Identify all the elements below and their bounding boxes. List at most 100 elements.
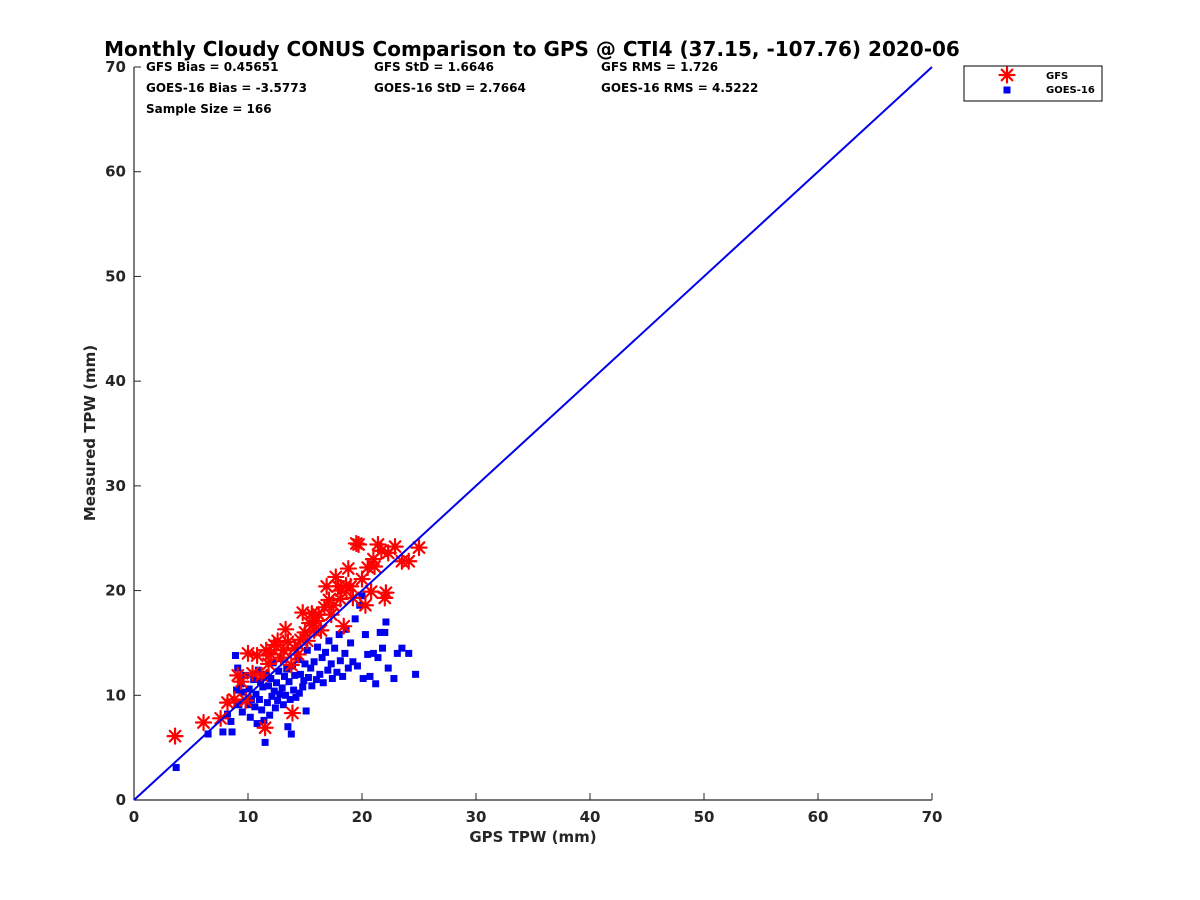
goes-16-point xyxy=(227,717,235,725)
goes-16-point xyxy=(318,654,326,662)
gfs-point xyxy=(410,539,428,557)
goes-16-point xyxy=(304,673,312,681)
goes-16-point xyxy=(322,648,330,656)
goes-16-point xyxy=(260,716,268,724)
goes-16-point xyxy=(359,675,367,683)
goes-16-point xyxy=(405,649,413,657)
goes-16-point xyxy=(393,649,401,657)
legend-goes-label: GOES-16 xyxy=(1046,85,1095,96)
goes-16-point xyxy=(275,667,283,675)
goes-16-point xyxy=(265,682,273,690)
goes-16-point xyxy=(172,764,180,772)
goes-16-point xyxy=(341,649,349,657)
goes-16-point xyxy=(276,690,284,698)
goes-16-point xyxy=(219,728,227,736)
goes-16-point xyxy=(254,666,262,674)
gfs-point xyxy=(356,596,375,614)
goes-16-point xyxy=(271,704,279,712)
goes-16-point xyxy=(291,671,299,679)
goes-16-point xyxy=(349,658,357,666)
goes-16-point xyxy=(372,680,380,688)
goes-16-point xyxy=(324,666,332,674)
goes-16-point xyxy=(204,730,212,738)
gfs-rms-stat: GFS RMS = 1.726 xyxy=(601,60,718,74)
gfs-point xyxy=(335,617,353,635)
goes-16-point xyxy=(339,672,347,680)
y-tick-label: 10 xyxy=(105,686,126,704)
goes-16-point xyxy=(228,728,236,736)
gfs-point xyxy=(400,552,418,570)
goes-16-point xyxy=(299,683,307,691)
goes-16-point xyxy=(274,697,282,705)
goes-16-point xyxy=(251,703,259,711)
goes-16-point xyxy=(300,677,308,685)
legend: GFS GOES-16 xyxy=(963,65,1103,102)
chart-title: Monthly Cloudy CONUS Comparison to GPS @… xyxy=(104,37,960,61)
legend-gfs-marker xyxy=(998,66,1016,84)
goes-std-stat: GOES-16 StD = 2.7664 xyxy=(374,81,526,95)
goes-16-point xyxy=(398,644,406,652)
gfs-point xyxy=(253,666,271,684)
goes-16-point xyxy=(351,615,359,623)
y-tick-label: 40 xyxy=(105,372,126,390)
sample-size-stat: Sample Size = 166 xyxy=(146,102,272,116)
goes-16-point xyxy=(301,660,309,668)
goes-bias-stat: GOES-16 Bias = -3.5773 xyxy=(146,81,307,95)
goes-16-point xyxy=(325,637,333,645)
gfs-bias-stat: GFS Bias = 0.45651 xyxy=(146,60,278,74)
goes-16-point xyxy=(353,662,361,670)
goes-16-point xyxy=(361,631,369,639)
legend-goes-marker xyxy=(1003,86,1011,94)
gfs-point xyxy=(353,570,371,588)
y-tick-label: 0 xyxy=(116,791,126,809)
goes-16-point xyxy=(328,675,336,683)
goes-16-point xyxy=(336,657,344,665)
x-tick-label: 0 xyxy=(129,808,139,826)
goes-16-point xyxy=(412,670,420,678)
goes-16-point xyxy=(258,706,266,714)
goes-16-point xyxy=(261,738,269,746)
gfs-point xyxy=(365,557,384,576)
goes-16-point xyxy=(257,678,265,686)
gfs-point xyxy=(237,691,255,710)
goes-16-point xyxy=(303,646,311,654)
x-tick-label: 50 xyxy=(694,808,715,826)
goes-16-point xyxy=(390,675,398,683)
goes-16-point xyxy=(287,730,295,738)
goes-16-point xyxy=(347,639,355,647)
goes-16-point xyxy=(285,678,293,686)
x-tick-label: 40 xyxy=(580,808,601,826)
goes-16-point xyxy=(268,692,276,700)
x-tick-label: 70 xyxy=(922,808,943,826)
goes-16-point xyxy=(302,707,310,715)
gfs-point xyxy=(282,656,300,674)
gfs-point xyxy=(339,559,357,578)
goes-16-point xyxy=(238,708,246,716)
x-tick-label: 60 xyxy=(808,808,829,826)
goes-16-point xyxy=(319,679,327,687)
goes-16-point xyxy=(369,649,377,657)
goes-16-point xyxy=(245,685,253,693)
goes-16-point xyxy=(263,699,271,707)
goes-16-point xyxy=(278,684,286,692)
legend-goes-square xyxy=(1003,86,1011,94)
goes-16-point xyxy=(250,676,258,684)
goes-16-point xyxy=(231,651,239,659)
goes-16-point xyxy=(267,675,275,683)
goes-16-point xyxy=(344,664,352,672)
y-ticks: 0 10 20 30 40 50 60 70 xyxy=(105,58,141,809)
goes-16-point xyxy=(310,658,318,666)
gfs-point xyxy=(256,719,274,737)
gfs-point xyxy=(166,727,184,745)
gfs-point xyxy=(283,704,302,722)
goes-16-point xyxy=(266,711,274,719)
gfs-point xyxy=(362,583,380,601)
goes-16-point xyxy=(286,695,294,703)
goes-16-point xyxy=(253,720,261,728)
gfs-point xyxy=(377,584,395,602)
goes-16-point xyxy=(376,628,384,636)
goes-16-point xyxy=(270,687,278,695)
gfs-point xyxy=(243,664,262,682)
goes-16-point xyxy=(284,723,292,731)
